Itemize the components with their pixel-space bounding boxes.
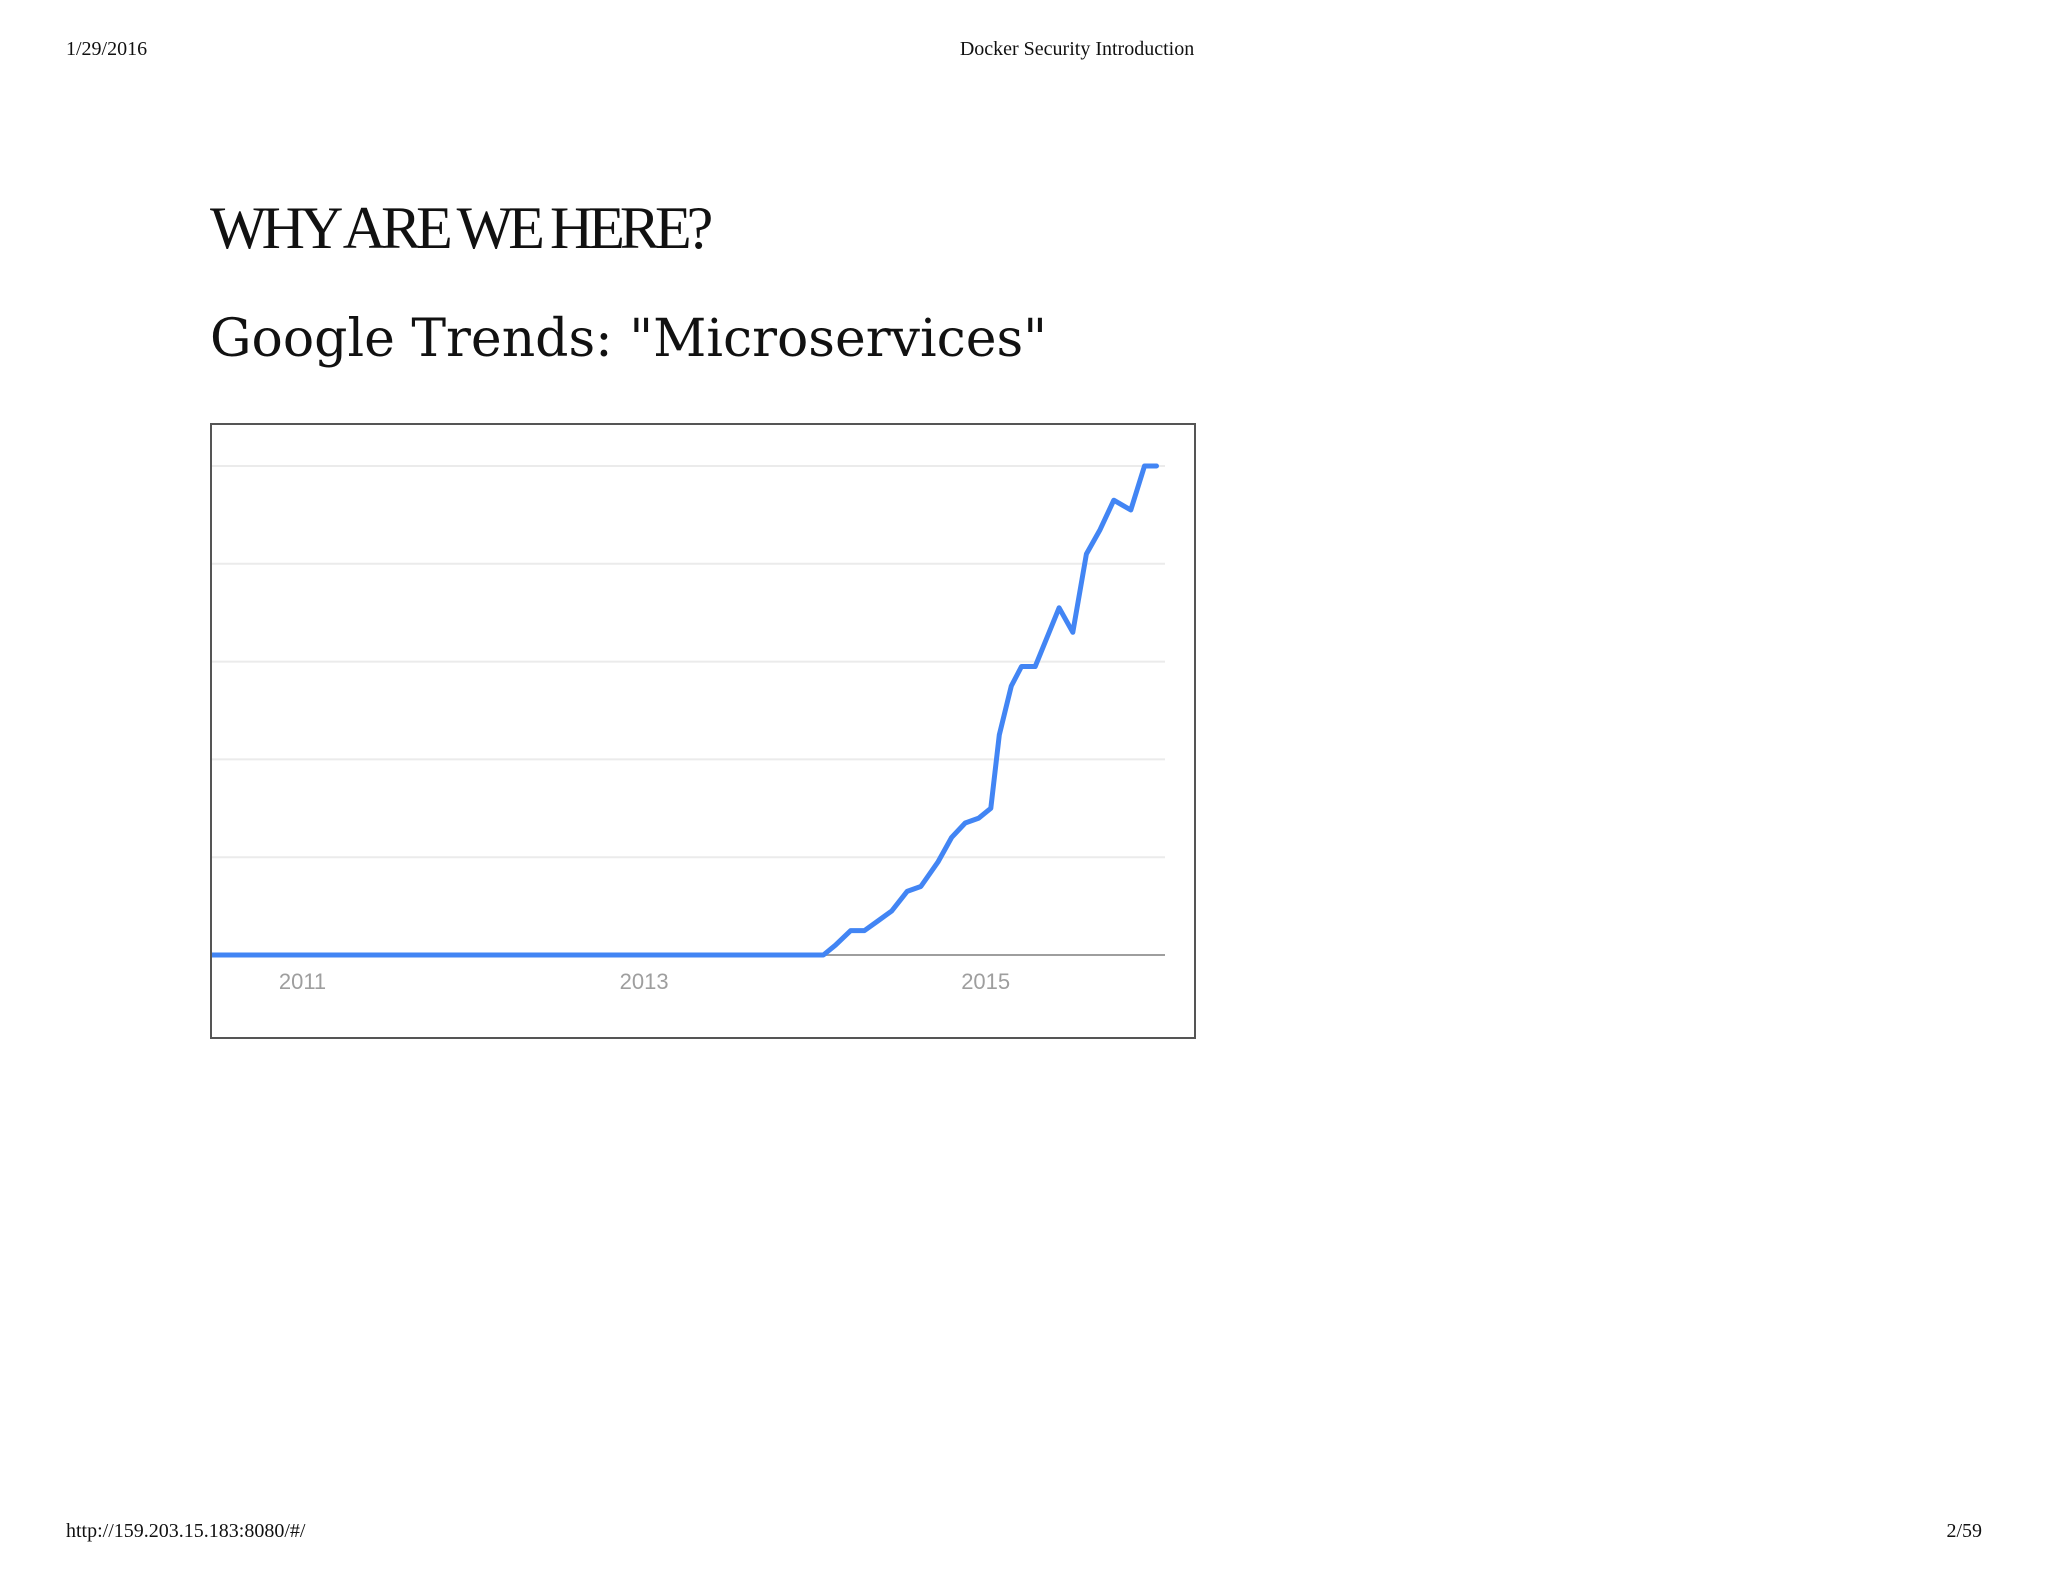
print-document-title: Docker Security Introduction [959, 38, 1195, 60]
slide-subtitle: Google Trends: "Microservices" [210, 309, 1048, 369]
trends-chart-svg: 2011 2013 2015 [212, 463, 1165, 994]
print-page-number: 2/59 [1946, 1520, 1982, 1542]
print-date: 1/29/2016 [66, 38, 148, 60]
chart-gridlines [212, 465, 1165, 859]
slide-title: WHY ARE WE HERE? [210, 195, 713, 261]
trends-chart: 2011 2013 2015 [210, 423, 1196, 1039]
series-line-microservices [212, 463, 1159, 958]
chart-x-ticks: 2011 2013 2015 [279, 969, 1010, 994]
x-tick-label-2015: 2015 [961, 969, 1010, 994]
print-url: http://159.203.15.183:8080/#/ [66, 1520, 306, 1542]
x-tick-label-2011: 2011 [279, 969, 326, 994]
x-tick-label-2013: 2013 [620, 969, 669, 994]
